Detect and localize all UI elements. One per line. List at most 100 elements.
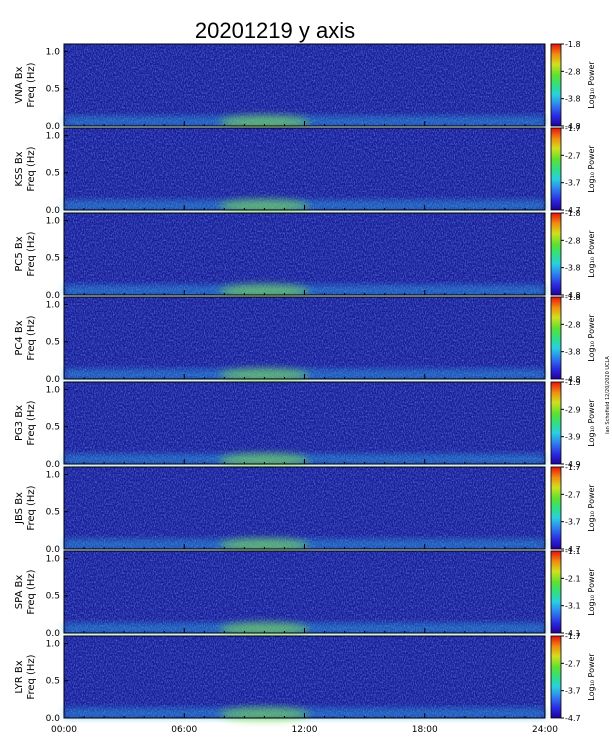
figure-title: 20201219 y axis <box>195 18 355 43</box>
panel-station-label: PG3 Bx <box>14 405 25 441</box>
activity-region <box>219 368 310 383</box>
colorbar-tick-label: -3.7 <box>565 518 581 527</box>
colorbar-tick-label: -3.7 <box>565 179 581 188</box>
activity-region <box>219 284 310 299</box>
panel-station-label: PC5 Bx <box>14 236 25 271</box>
y-tick-label: 1.0 <box>46 385 61 395</box>
y-tick-label: 0.0 <box>46 714 61 724</box>
colorbar-tick-label: -3.1 <box>565 602 581 611</box>
colorbar-title: Log₁₀ Power <box>587 568 596 616</box>
panel-freq-label: Freq (Hz) <box>26 231 37 276</box>
y-tick-label: 1.0 <box>46 554 61 564</box>
colorbar-tick-label: -2.1 <box>565 574 581 583</box>
panel-freq-label: Freq (Hz) <box>26 62 37 107</box>
colorbar-title: Log₁₀ Power <box>587 653 596 701</box>
colorbar-tick-label: -4.8 <box>565 375 581 384</box>
colorbar-tick-label: -3.8 <box>565 348 581 357</box>
colorbar <box>550 466 562 550</box>
colorbar-tick-label: -1.9 <box>565 378 581 387</box>
colorbar-tick-label: -2.8 <box>565 67 581 76</box>
panel-freq-label: Freq (Hz) <box>26 315 37 360</box>
panel-freq-label: Freq (Hz) <box>26 400 37 445</box>
activity-region <box>219 453 310 468</box>
spectrogram-texture <box>64 636 545 718</box>
colorbar-tick-label: -2.7 <box>565 490 581 499</box>
activity-region <box>219 538 310 553</box>
colorbar-title: Log₁₀ Power <box>587 230 596 278</box>
colorbar-tick-label: -3.8 <box>565 95 581 104</box>
panel-freq-label: Freq (Hz) <box>26 146 37 191</box>
colorbar-tick-label: -3.7 <box>565 687 581 696</box>
colorbar-tick-label: -2.8 <box>565 320 581 329</box>
colorbar-tick-label: -1.8 <box>565 293 581 302</box>
spectrogram-texture <box>64 382 545 464</box>
credit-note: Ian Schofield 12/20/2020 UCLA <box>605 356 611 434</box>
colorbar-tick-label: -2.9 <box>565 405 581 414</box>
panel-freq-label: Freq (Hz) <box>26 654 37 699</box>
y-tick-label: 0.5 <box>46 592 60 602</box>
colorbar-title: Log₁₀ Power <box>587 484 596 532</box>
colorbar-tick-label: -4.7 <box>565 206 581 215</box>
colorbar-tick-label: -1.1 <box>565 547 581 556</box>
colorbar-tick-label: -2.8 <box>565 236 581 245</box>
spectrogram-panel: 0.0 0.5 1.0 PC5 Bx Freq (Hz) -1.8 -2.8 -3.8 -4.8… <box>14 209 596 301</box>
colorbar <box>550 212 562 296</box>
spectrogram-panel: 0.0 0.5 1.0 PG3 Bx Freq (Hz) -1.9 -2.9 -3.9 -4.9… <box>14 378 596 470</box>
y-tick-label: 0.0 <box>46 122 61 132</box>
colorbar-tick-label: -4.1 <box>565 629 581 638</box>
spectrogram-texture <box>64 44 545 126</box>
spectrogram-panel: 0.0 0.5 1.0 LYR Bx Freq (Hz) -1.7 -2.7 -3.7 -4.7… <box>14 632 596 724</box>
colorbar-tick-label: -4.9 <box>565 460 581 469</box>
y-tick-label: 1.0 <box>46 216 61 226</box>
colorbar-title: Log₁₀ Power <box>587 399 596 447</box>
y-tick-label: 0.5 <box>46 254 60 264</box>
spectrogram-texture <box>64 297 545 379</box>
colorbar <box>550 381 562 465</box>
spectrogram-texture <box>64 551 545 633</box>
colorbar-tick-label: -4.8 <box>565 291 581 300</box>
panel-station-label: VNA Bx <box>14 66 25 103</box>
spectrogram-panel: 0.0 0.5 1.0 SPA Bx Freq (Hz) -1.1 -2.1 -3.1 -4.1… <box>14 547 596 639</box>
panel-freq-label: Freq (Hz) <box>26 569 37 614</box>
colorbar <box>550 296 562 380</box>
colorbar-tick-label: -4.7 <box>565 714 581 723</box>
colorbar-tick-label: -2.7 <box>565 151 581 160</box>
y-tick-label: 1.0 <box>46 47 61 57</box>
y-tick-label: 0.5 <box>46 677 60 687</box>
colorbar-tick-label: -1.7 <box>565 463 581 472</box>
y-tick-label: 1.0 <box>46 639 61 649</box>
y-tick-label: 1.0 <box>46 300 61 310</box>
colorbar-tick-label: -1.8 <box>565 209 581 218</box>
y-tick-label: 0.0 <box>46 545 61 555</box>
colorbar-tick-label: -1.7 <box>565 124 581 133</box>
y-tick-label: 0.5 <box>46 423 60 433</box>
x-tick-label: 00:00 <box>51 725 77 735</box>
panel-station-label: KSS Bx <box>14 151 25 186</box>
x-tick-label: 06:00 <box>171 725 197 735</box>
spectrogram-panel: 0.0 0.5 1.0 KSS Bx Freq (Hz) -1.7 -2.7 -3.7 -4.7… <box>14 124 596 216</box>
spectrogram-panel: 0.0 0.5 1.0 JBS Bx Freq (Hz) -1.7 -2.7 -3.7 -4.7… <box>14 463 596 555</box>
panel-station-label: JBS Bx <box>14 492 25 525</box>
y-tick-label: 0.0 <box>46 629 61 639</box>
activity-region <box>219 115 310 130</box>
colorbar <box>550 127 562 211</box>
x-tick-label: 18:00 <box>412 725 438 735</box>
spectrogram-texture <box>64 467 545 549</box>
colorbar-tick-label: -4.8 <box>565 122 581 131</box>
panel-station-label: SPA Bx <box>14 575 25 610</box>
panel-freq-label: Freq (Hz) <box>26 485 37 530</box>
panel-station-label: LYR Bx <box>14 660 25 693</box>
spectrogram-texture <box>64 128 545 210</box>
x-tick-label: 24:00 <box>532 725 558 735</box>
spectrogram-panel: 0.0 0.5 1.0 PC4 Bx Freq (Hz) -1.8 -2.8 -3.8 -4.8… <box>14 293 596 385</box>
y-tick-label: 0.0 <box>46 206 61 216</box>
y-tick-label: 1.0 <box>46 131 61 141</box>
colorbar-title: Log₁₀ Power <box>587 145 596 193</box>
colorbar-tick-label: -3.8 <box>565 264 581 273</box>
spectrogram-panel: 0.0 0.5 1.0 VNA Bx Freq (Hz) -1.8 -2.8 -3.8 -4.8… <box>14 40 596 132</box>
y-tick-label: 0.5 <box>46 508 60 518</box>
y-tick-label: 0.5 <box>46 85 60 95</box>
activity-region <box>219 199 310 214</box>
colorbar-tick-label: -2.7 <box>565 659 581 668</box>
